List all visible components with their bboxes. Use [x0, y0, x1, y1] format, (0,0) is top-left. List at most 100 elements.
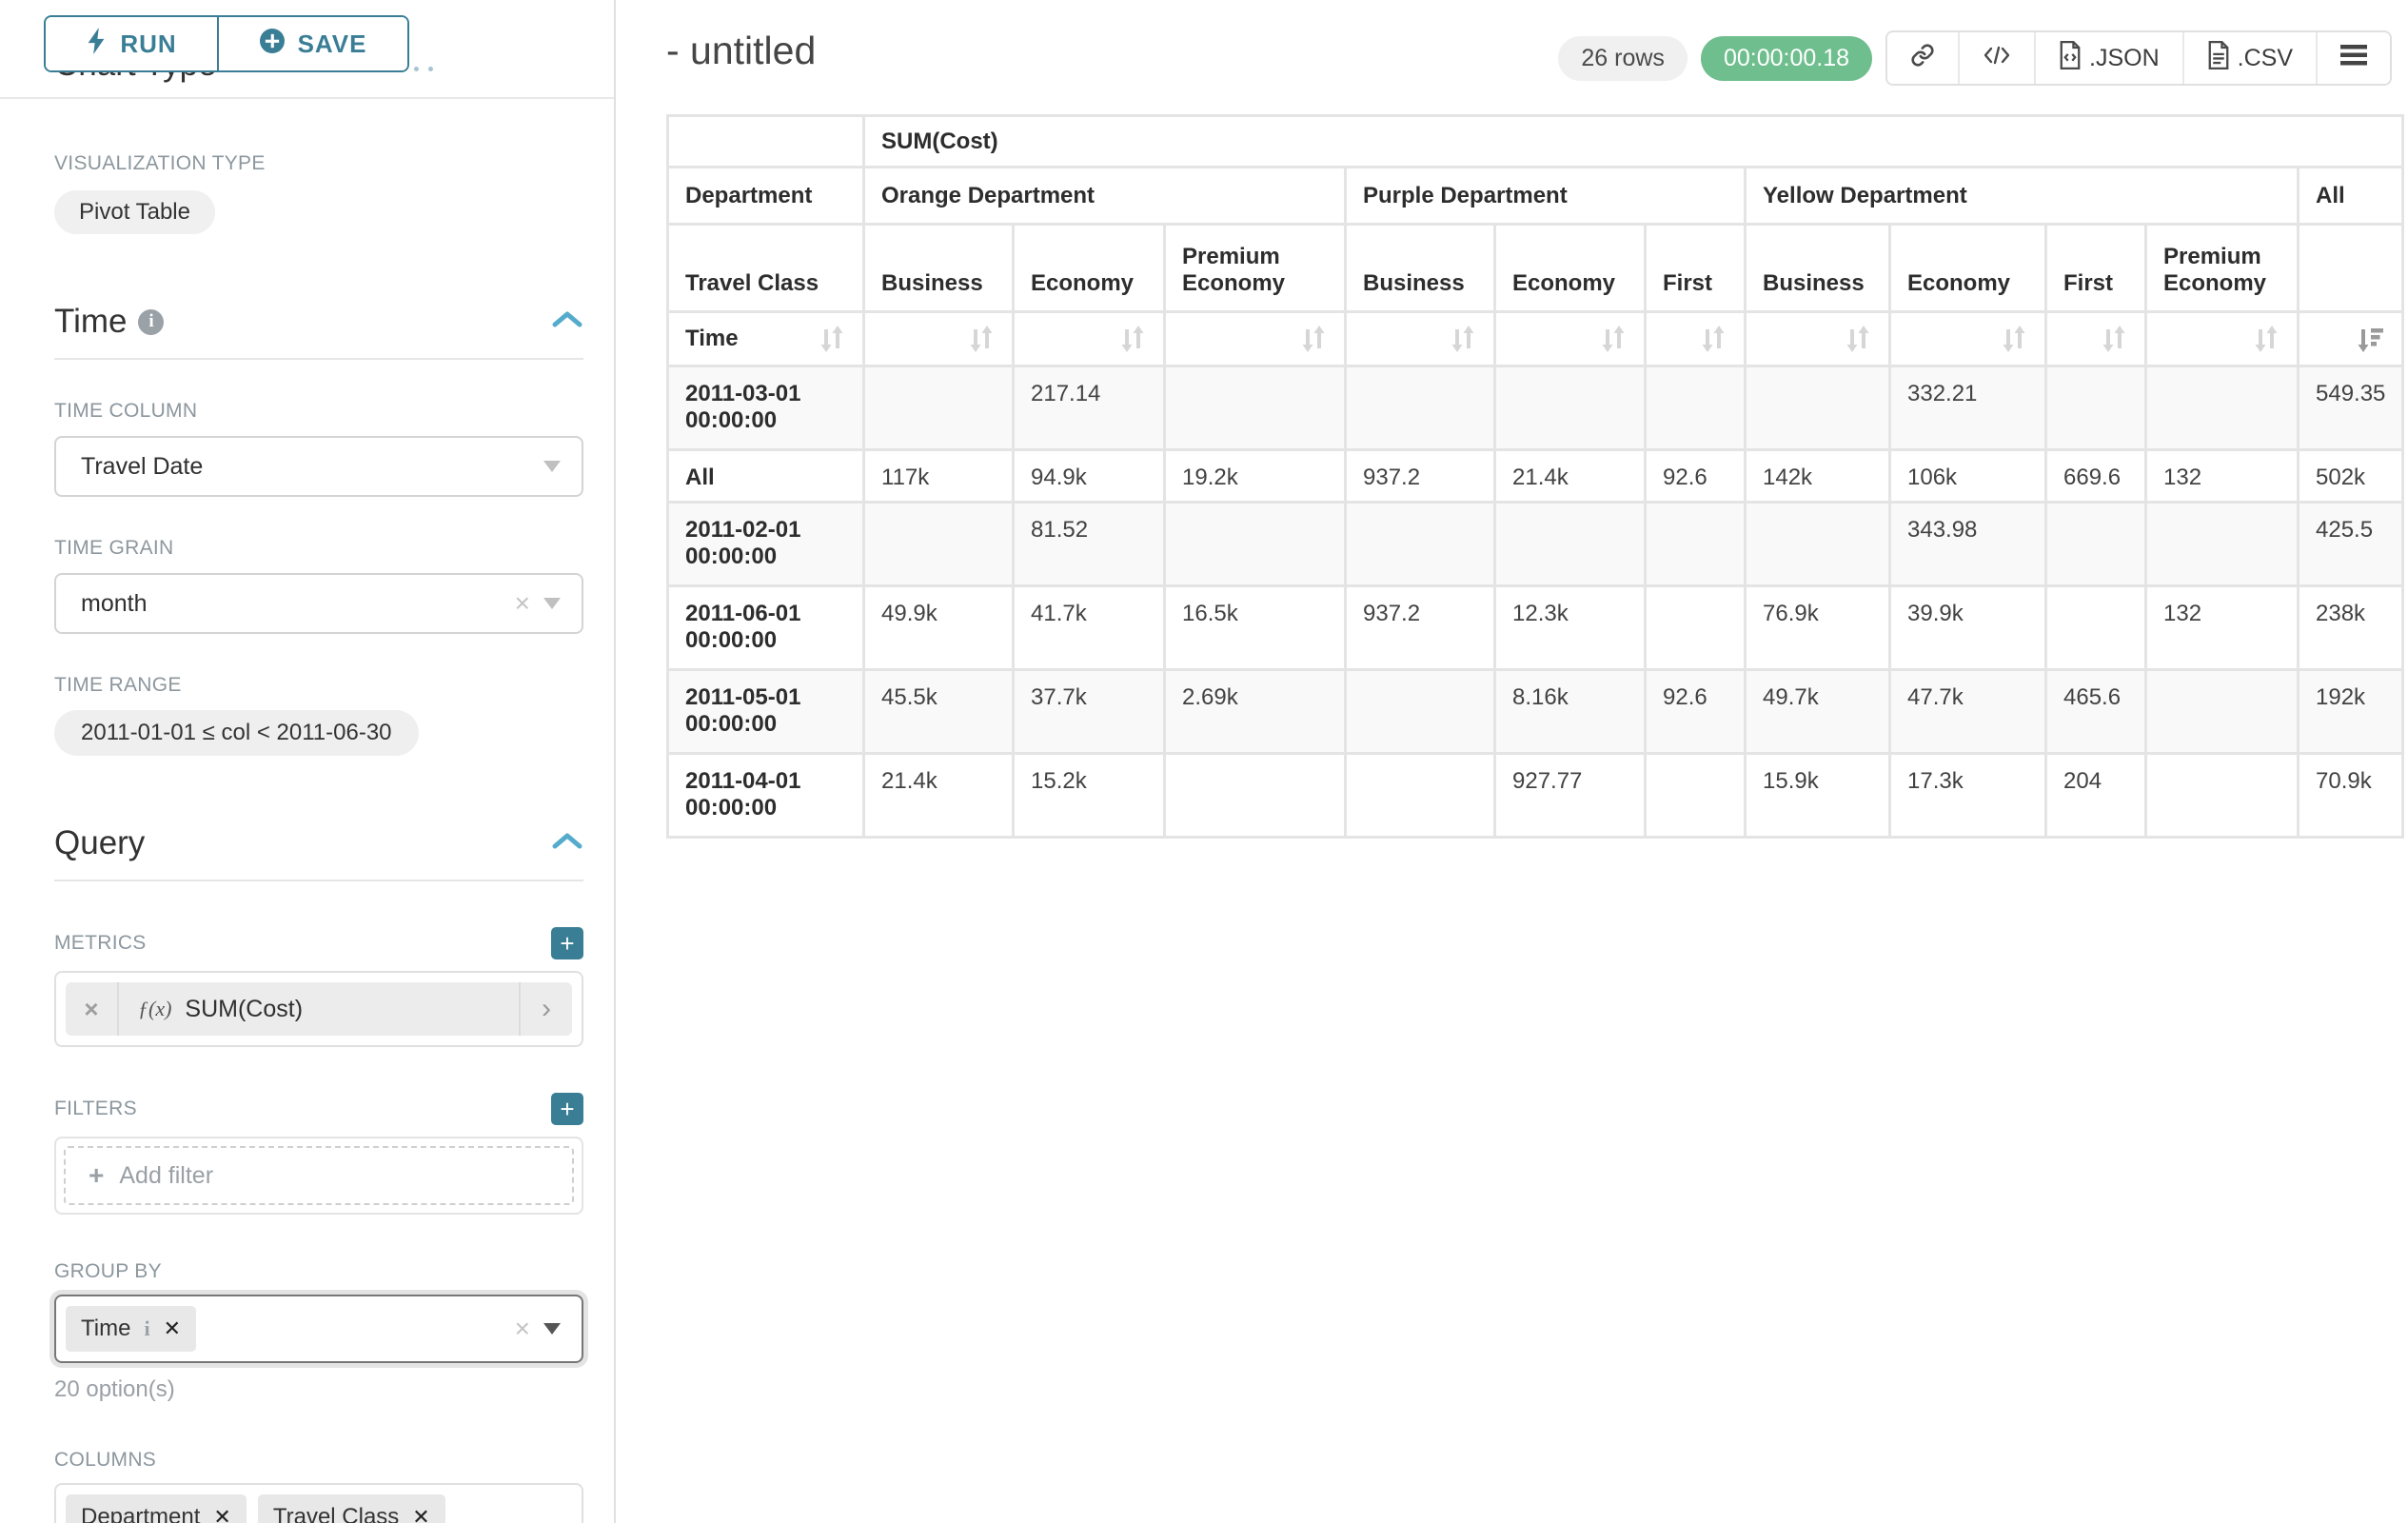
- dimension-tag[interactable]: Department ✕: [66, 1494, 247, 1523]
- sub-column-cell: Business: [1744, 223, 1891, 313]
- time-range-label: TIME RANGE: [54, 674, 182, 696]
- embed-code-button[interactable]: [1960, 32, 2037, 84]
- value-cell: [2144, 501, 2299, 587]
- metrics-box: × ƒ(x) SUM(Cost) ›: [54, 971, 583, 1047]
- sub-column-cell: [2296, 223, 2405, 313]
- sort-cell[interactable]: [1493, 310, 1647, 367]
- row-header-cell: 2011-03-01 00:00:00: [666, 365, 865, 451]
- metrics-label: METRICS: [54, 932, 147, 954]
- remove-tag-icon[interactable]: ✕: [213, 1505, 231, 1523]
- column-group-cell: Orange Department: [862, 166, 1347, 226]
- chevron-down-icon: [543, 461, 561, 472]
- value-cell: [1644, 501, 1747, 587]
- chevron-right-icon[interactable]: ›: [519, 982, 572, 1036]
- run-button[interactable]: RUN: [46, 17, 219, 70]
- sort-cell[interactable]: [1744, 310, 1891, 367]
- csv-file-icon: [2207, 40, 2230, 76]
- time-range-field: TIME RANGE 2011-01-01 ≤ col < 2011-06-30: [54, 674, 582, 756]
- dimension-tag[interactable]: Travel Class ✕: [257, 1494, 445, 1523]
- value-cell: 465.6: [2044, 668, 2147, 755]
- value-cell: 117k: [862, 448, 1015, 504]
- save-button[interactable]: SAVE: [219, 17, 407, 70]
- chevron-up-icon[interactable]: [551, 831, 583, 857]
- value-cell: [2144, 668, 2299, 755]
- value-cell: [1344, 501, 1496, 587]
- filters-box: + Add filter: [54, 1137, 583, 1215]
- group-by-label-row: GROUP BY: [54, 1260, 583, 1283]
- sort-cell[interactable]: [1012, 310, 1166, 367]
- panel-resize-handle[interactable]: [414, 67, 433, 71]
- value-cell: 8.16k: [1493, 668, 1647, 755]
- time-range-pill[interactable]: 2011-01-01 ≤ col < 2011-06-30: [54, 710, 419, 756]
- sort-cell[interactable]: [1163, 310, 1347, 367]
- group-by-select[interactable]: Time i ✕ ×: [54, 1295, 583, 1363]
- row-dimension-sort-cell[interactable]: Time: [666, 310, 865, 367]
- sub-column-cell: Premium Economy: [1163, 223, 1347, 313]
- row-header-cell: 2011-06-01 00:00:00: [666, 584, 865, 671]
- run-save-button-group: RUN SAVE: [44, 15, 409, 72]
- value-cell: 45.5k: [862, 668, 1015, 755]
- info-icon: i: [138, 308, 165, 335]
- chart-panel: - untitled 26 rows 00:00:00.18: [616, 0, 2408, 1523]
- value-cell: 37.7k: [1012, 668, 1166, 755]
- clear-icon[interactable]: ×: [514, 1314, 530, 1343]
- columns-select[interactable]: Department✕Travel Class✕ ×: [54, 1483, 583, 1523]
- pivot-table-container: SUM(Cost) Department Orange Department Purp…: [666, 114, 2408, 839]
- remove-metric-icon[interactable]: ×: [66, 982, 119, 1036]
- value-cell: 502k: [2296, 448, 2405, 504]
- time-column-label: TIME COLUMN: [54, 400, 198, 422]
- value-cell: [1744, 365, 1891, 451]
- value-cell: 106k: [1888, 448, 2047, 504]
- copy-link-button[interactable]: [1887, 32, 1961, 84]
- sort-cell[interactable]: [1644, 310, 1747, 367]
- sort-desc-cell[interactable]: [2296, 310, 2405, 367]
- visualization-type-pill[interactable]: Pivot Table: [54, 190, 215, 234]
- export-csv-button[interactable]: .CSV: [2183, 32, 2318, 84]
- table-row: 2011-02-01 00:00:00 81.52 343.98 425.5: [666, 501, 2405, 587]
- sort-cell[interactable]: [1344, 310, 1496, 367]
- plus-icon: +: [89, 1160, 105, 1190]
- add-metric-button[interactable]: +: [551, 927, 583, 959]
- chart-title: - untitled: [666, 29, 817, 72]
- columns-label: COLUMNS: [54, 1449, 157, 1471]
- sort-cell[interactable]: [1888, 310, 2047, 367]
- visualization-type-label: VISUALIZATION TYPE: [54, 152, 266, 174]
- chevron-up-icon[interactable]: [551, 309, 583, 335]
- value-cell: [862, 365, 1015, 451]
- value-cell: [1644, 584, 1747, 671]
- sort-cell[interactable]: [2144, 310, 2299, 367]
- value-cell: [1344, 752, 1496, 839]
- add-filter-button[interactable]: +: [551, 1093, 583, 1125]
- time-grain-field: TIME GRAIN month ×: [54, 537, 583, 634]
- clear-icon[interactable]: ×: [514, 588, 530, 618]
- sub-column-cell: Economy: [1012, 223, 1166, 313]
- sub-column-cell: Economy: [1493, 223, 1647, 313]
- sub-column-cell: Business: [862, 223, 1015, 313]
- column-dimension-cell: Department: [666, 166, 865, 226]
- table-row: 2011-04-01 00:00:00 21.4k 15.2k 927.77 15.9k…: [666, 752, 2405, 839]
- value-cell: 937.2: [1344, 448, 1496, 504]
- column-group-cell: Purple Department: [1344, 166, 1747, 226]
- chart-header: - untitled 26 rows 00:00:00.18: [616, 0, 2408, 105]
- add-filter-dropzone[interactable]: + Add filter: [64, 1146, 574, 1205]
- value-cell: [1344, 668, 1496, 755]
- value-cell: 81.52: [1012, 501, 1166, 587]
- lightning-icon: [86, 27, 107, 61]
- metric-pill[interactable]: × ƒ(x) SUM(Cost) ›: [66, 982, 572, 1036]
- sort-cell[interactable]: [862, 310, 1015, 367]
- sub-column-cell: Premium Economy: [2144, 223, 2299, 313]
- export-json-button[interactable]: .JSON: [2036, 32, 2184, 84]
- menu-button[interactable]: [2318, 32, 2390, 84]
- remove-tag-icon[interactable]: ✕: [163, 1316, 182, 1340]
- sub-column-cell: First: [1644, 223, 1747, 313]
- visualization-type-section: VISUALIZATION TYPE Pivot Table: [54, 152, 582, 234]
- time-grain-select[interactable]: month ×: [54, 573, 583, 634]
- chevron-down-icon: [543, 1323, 561, 1335]
- sort-cell[interactable]: [2044, 310, 2147, 367]
- dimension-tag[interactable]: Time i ✕: [66, 1306, 197, 1352]
- value-cell: 92.6: [1644, 668, 1747, 755]
- value-cell: 549.35: [2296, 365, 2405, 451]
- time-column-select[interactable]: Travel Date ×: [54, 436, 583, 497]
- remove-tag-icon[interactable]: ✕: [412, 1505, 430, 1523]
